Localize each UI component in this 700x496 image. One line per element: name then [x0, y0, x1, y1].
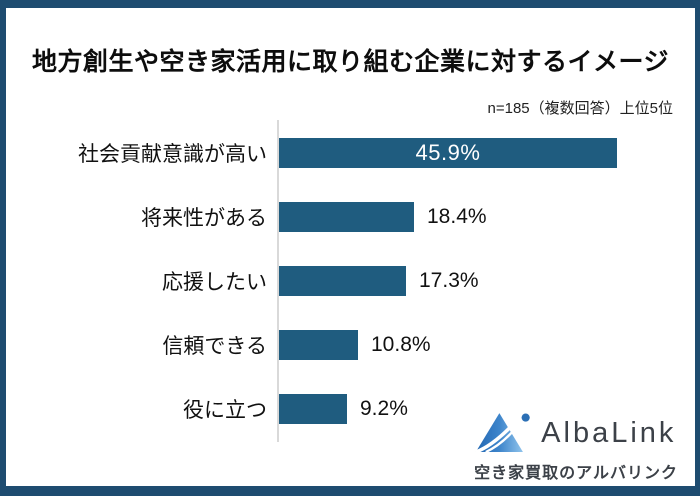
bar-chart: 社会貢献意識が高い 45.9% 将来性がある 18.4% 応援したい 17.3% 信頼できる…: [6, 120, 695, 442]
value-label: 18.4%: [427, 205, 487, 228]
albalink-triangle-icon: [475, 413, 530, 454]
chart-row: 応援したい 17.3%: [6, 249, 695, 313]
category-label: 将来性がある: [141, 207, 267, 230]
bar-area: 10.8%: [279, 313, 431, 377]
category-label: 応援したい: [162, 271, 267, 294]
logo-row: AlbaLink: [474, 410, 678, 456]
value-label: 9.2%: [360, 397, 408, 420]
chart-row: 役に立つ 9.2%: [6, 377, 695, 441]
category-label: 役に立つ: [183, 399, 267, 422]
bar: [279, 202, 414, 232]
albalink-logo: AlbaLink 空き家買取のアルバリンク: [474, 410, 678, 483]
value-label: 10.8%: [371, 333, 431, 356]
bar-area: 45.9%: [279, 121, 617, 185]
logo-dot: [521, 413, 530, 422]
category-label: 信頼できる: [162, 335, 267, 358]
value-label: 45.9%: [415, 140, 481, 165]
bar: [279, 266, 406, 296]
bar-area: 17.3%: [279, 249, 479, 313]
logo-tagline: 空き家買取のアルバリンク: [474, 465, 678, 482]
category-label: 社会貢献意識が高い: [78, 143, 267, 166]
chart-row: 信頼できる 10.8%: [6, 313, 695, 377]
bar-area: 18.4%: [279, 185, 487, 249]
value-label: 17.3%: [419, 269, 479, 292]
bar: 45.9%: [279, 138, 617, 168]
bar: [279, 330, 358, 360]
bar-area: 9.2%: [279, 377, 408, 441]
chart-axis-line: [277, 120, 279, 442]
chart-rows: 社会貢献意識が高い 45.9% 将来性がある 18.4% 応援したい 17.3% 信頼できる…: [6, 121, 695, 441]
bar: [279, 394, 347, 424]
sample-size-note: n=185（複数回答）上位5位: [487, 100, 673, 117]
chart-row: 将来性がある 18.4%: [6, 185, 695, 249]
chart-row: 社会貢献意識が高い 45.9%: [6, 121, 695, 185]
logo-text: AlbaLink: [541, 416, 677, 449]
chart-title: 地方創生や空き家活用に取り組む企業に対するイメージ: [31, 48, 669, 76]
